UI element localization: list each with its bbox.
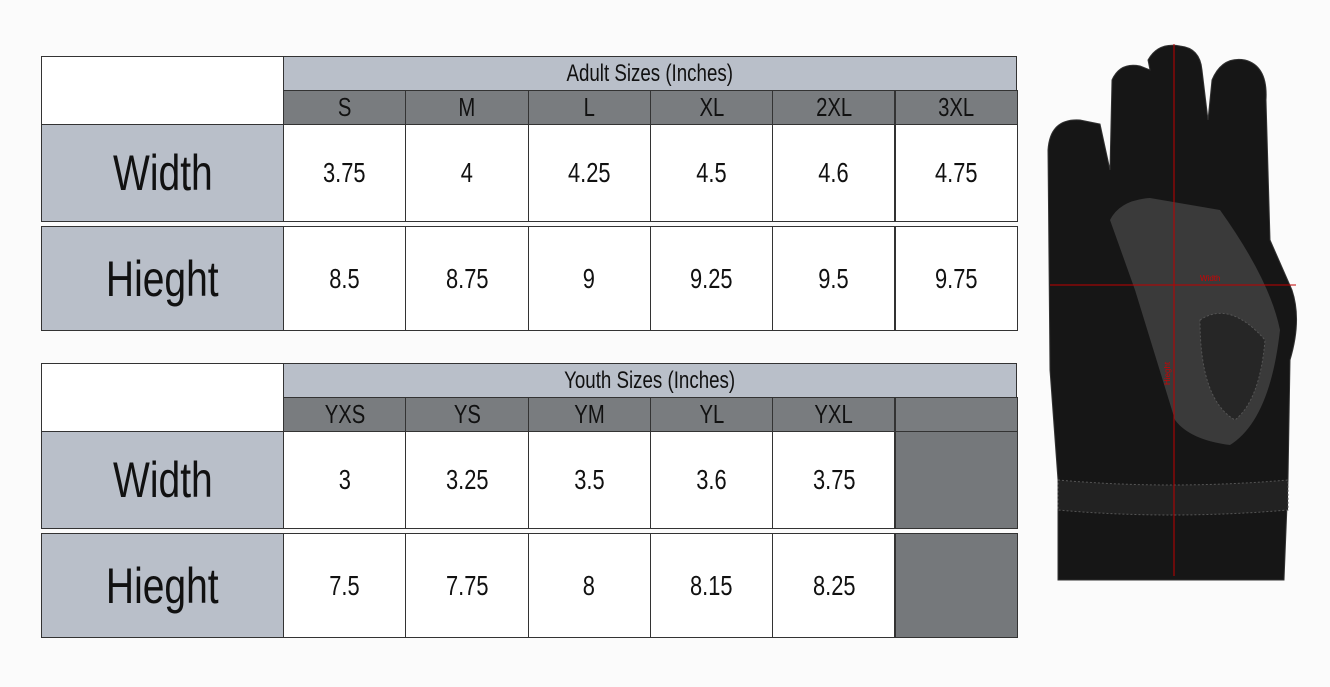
table-title: Adult Sizes (Inches) [283, 56, 1017, 91]
size-value-text: 9.75 [934, 262, 978, 294]
size-value: 3 [283, 431, 407, 529]
size-header-text: 3XL [938, 92, 975, 122]
size-value-text: 3.5 [574, 464, 605, 495]
empty-cell [894, 533, 1018, 638]
size-value-text: 8 [583, 569, 596, 601]
size-header-text: L [583, 92, 595, 122]
size-value: 8 [527, 533, 651, 638]
size-value-text: 4.75 [934, 157, 978, 188]
table-title: Youth Sizes (Inches) [283, 363, 1017, 398]
size-value: 9 [527, 226, 651, 331]
size-header: YXL [772, 397, 896, 432]
size-value: 4 [405, 124, 529, 222]
size-header [894, 397, 1018, 432]
size-value-text: 3 [338, 464, 351, 495]
size-header: L [527, 90, 651, 125]
size-header: 3XL [894, 90, 1018, 125]
glove-diagram: Width Hieght [1047, 44, 1298, 581]
size-value: 3.5 [527, 431, 651, 529]
height-label: Hieght [1163, 361, 1172, 385]
size-value: 3.75 [772, 431, 896, 529]
row-label-text: Width [112, 145, 213, 201]
empty-cell [894, 431, 1018, 529]
size-header-text: YS [453, 399, 481, 429]
size-value-text: 3.6 [696, 464, 727, 495]
size-value-text: 3.75 [812, 464, 856, 495]
size-header-text: YXS [324, 399, 365, 429]
row-label: Hieght [41, 226, 284, 331]
size-value: 7.75 [405, 533, 529, 638]
size-value-text: 7.75 [445, 569, 489, 601]
size-value: 8.25 [772, 533, 896, 638]
size-value: 4.75 [894, 124, 1018, 222]
size-value-text: 8.15 [690, 569, 733, 601]
size-value: 4.25 [527, 124, 651, 222]
size-header-text: XL [699, 92, 724, 122]
width-label: Width [1200, 274, 1220, 283]
size-value: 8.75 [405, 226, 529, 331]
size-value: 8.15 [649, 533, 774, 638]
size-value-text: 3.75 [323, 157, 366, 188]
size-value-text: 8.75 [445, 262, 489, 294]
row-label-text: Hieght [106, 557, 219, 614]
size-value: 3.75 [283, 124, 407, 222]
size-header: 2XL [772, 90, 896, 125]
size-value: 9.25 [649, 226, 774, 331]
corner-cell [41, 56, 284, 125]
row-label-text: Hieght [106, 250, 219, 307]
table-title-text: Youth Sizes (Inches) [564, 366, 736, 394]
size-value-text: 8.25 [812, 569, 856, 601]
size-value: 4.5 [649, 124, 774, 222]
size-value-text: 9.5 [818, 262, 850, 294]
size-header: XL [649, 90, 774, 125]
size-header: S [283, 90, 407, 125]
size-header: M [405, 90, 529, 125]
size-header: YS [405, 397, 529, 432]
size-value: 7.5 [283, 533, 407, 638]
size-value-text: 7.5 [329, 569, 360, 601]
size-value-text: 3.25 [445, 464, 489, 495]
size-value-text: 4.25 [567, 157, 611, 188]
size-value: 3.6 [649, 431, 774, 529]
size-value: 9.5 [772, 226, 896, 331]
size-value-text: 4.6 [818, 157, 850, 188]
size-header: YXS [283, 397, 407, 432]
size-value: 8.5 [283, 226, 407, 331]
size-header-text: S [337, 92, 352, 122]
row-label: Width [41, 124, 284, 222]
size-header: YL [649, 397, 774, 432]
size-header-text: 2XL [815, 92, 852, 122]
size-header-text: M [458, 92, 476, 122]
table-title-text: Adult Sizes (Inches) [566, 59, 734, 87]
size-value-text: 9.25 [690, 262, 733, 294]
size-header-text: YXL [814, 399, 853, 429]
size-value: 9.75 [894, 226, 1018, 331]
corner-cell [41, 363, 284, 432]
size-header: YM [527, 397, 651, 432]
size-value-text: 4.5 [696, 157, 727, 188]
size-value: 3.25 [405, 431, 529, 529]
size-header-text: YM [574, 399, 605, 429]
row-label-text: Width [112, 452, 213, 508]
row-label: Hieght [41, 533, 284, 638]
size-value-text: 4 [460, 157, 474, 188]
size-value: 4.6 [772, 124, 896, 222]
size-value-text: 8.5 [329, 262, 360, 294]
size-value-text: 9 [583, 262, 596, 294]
size-header-text: YL [699, 399, 724, 429]
row-label: Width [41, 431, 284, 529]
